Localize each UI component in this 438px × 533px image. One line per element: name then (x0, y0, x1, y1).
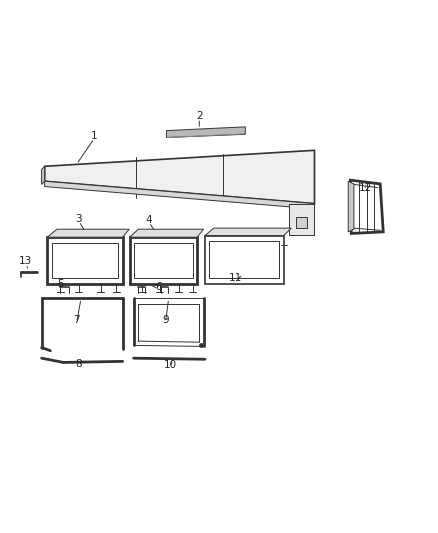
Polygon shape (130, 229, 204, 237)
Polygon shape (42, 166, 45, 184)
Text: 3: 3 (75, 214, 82, 223)
Text: 10: 10 (163, 360, 177, 369)
Text: 9: 9 (162, 315, 169, 325)
Text: 5: 5 (57, 279, 64, 288)
Text: 1: 1 (91, 131, 98, 141)
Text: 7: 7 (73, 315, 80, 325)
Text: 6: 6 (155, 282, 162, 292)
Text: 12: 12 (359, 183, 372, 192)
Polygon shape (289, 204, 314, 235)
Polygon shape (45, 181, 314, 209)
Text: 2: 2 (196, 111, 203, 121)
Polygon shape (348, 181, 354, 232)
Text: 4: 4 (145, 215, 152, 224)
Text: 13: 13 (19, 256, 32, 266)
Text: 8: 8 (75, 359, 82, 368)
Polygon shape (45, 150, 314, 204)
Polygon shape (205, 228, 291, 236)
Polygon shape (166, 127, 245, 138)
Text: 11: 11 (229, 273, 242, 283)
Polygon shape (296, 217, 307, 228)
Polygon shape (47, 229, 129, 237)
